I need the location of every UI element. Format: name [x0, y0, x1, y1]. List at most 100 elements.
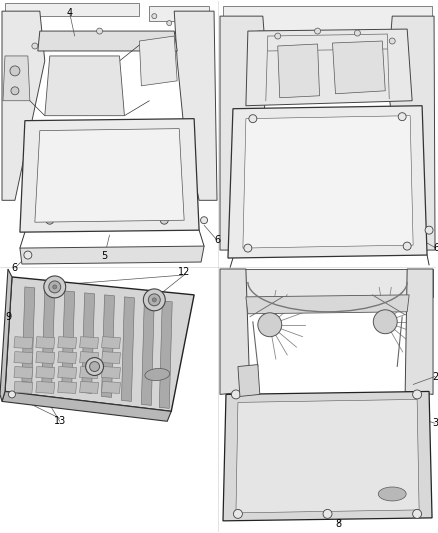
Polygon shape: [220, 269, 433, 297]
Circle shape: [314, 28, 321, 34]
Polygon shape: [223, 391, 432, 521]
Polygon shape: [36, 382, 55, 393]
Text: 6: 6: [12, 263, 18, 273]
Circle shape: [90, 361, 99, 372]
Text: 9: 9: [5, 312, 11, 322]
Polygon shape: [223, 6, 432, 31]
Text: 5: 5: [102, 251, 108, 261]
Circle shape: [275, 33, 281, 39]
Circle shape: [32, 43, 38, 49]
Polygon shape: [42, 289, 55, 385]
Polygon shape: [36, 352, 55, 364]
Polygon shape: [80, 337, 99, 349]
Polygon shape: [238, 365, 260, 397]
Polygon shape: [3, 56, 30, 101]
Circle shape: [201, 217, 208, 224]
Polygon shape: [332, 41, 385, 94]
Circle shape: [413, 510, 422, 519]
Polygon shape: [0, 269, 12, 401]
Polygon shape: [102, 382, 120, 393]
Circle shape: [425, 226, 433, 234]
Polygon shape: [139, 36, 177, 86]
Circle shape: [354, 30, 360, 36]
Polygon shape: [5, 277, 194, 411]
Text: 4: 4: [67, 8, 73, 18]
Polygon shape: [220, 269, 250, 394]
Circle shape: [148, 294, 160, 306]
Text: 1: 1: [278, 466, 284, 476]
Circle shape: [244, 244, 252, 252]
Circle shape: [11, 87, 19, 95]
Circle shape: [413, 390, 422, 399]
Circle shape: [44, 276, 66, 298]
Polygon shape: [20, 246, 204, 264]
Polygon shape: [38, 31, 177, 51]
Circle shape: [233, 510, 242, 519]
Polygon shape: [159, 301, 172, 408]
Circle shape: [152, 298, 156, 302]
Circle shape: [143, 289, 165, 311]
Polygon shape: [149, 6, 209, 21]
Polygon shape: [58, 352, 77, 364]
Polygon shape: [246, 295, 409, 314]
Polygon shape: [36, 337, 55, 349]
Circle shape: [249, 115, 257, 123]
Polygon shape: [246, 29, 412, 106]
Circle shape: [323, 510, 332, 519]
Circle shape: [46, 216, 54, 224]
Polygon shape: [45, 56, 124, 116]
Circle shape: [85, 358, 103, 376]
Text: 12: 12: [178, 267, 191, 277]
Polygon shape: [236, 399, 419, 513]
Polygon shape: [121, 297, 134, 401]
Text: 3: 3: [432, 418, 438, 429]
Polygon shape: [14, 337, 33, 349]
Circle shape: [53, 285, 57, 289]
Polygon shape: [228, 106, 427, 258]
Circle shape: [231, 390, 240, 399]
Polygon shape: [80, 352, 99, 364]
Circle shape: [51, 136, 59, 144]
Text: 6: 6: [214, 235, 220, 245]
Polygon shape: [2, 11, 45, 200]
Circle shape: [160, 216, 168, 224]
Circle shape: [167, 21, 172, 26]
Text: 8: 8: [336, 519, 342, 529]
Polygon shape: [58, 382, 77, 393]
Polygon shape: [36, 367, 55, 378]
Circle shape: [249, 381, 256, 388]
Circle shape: [10, 66, 20, 76]
Polygon shape: [58, 367, 77, 378]
Polygon shape: [20, 119, 199, 232]
Polygon shape: [35, 128, 184, 222]
Polygon shape: [278, 44, 320, 98]
Polygon shape: [2, 391, 171, 421]
Polygon shape: [80, 382, 99, 393]
Polygon shape: [220, 16, 268, 250]
Circle shape: [373, 310, 397, 334]
Circle shape: [403, 242, 411, 250]
Text: 4: 4: [244, 369, 250, 379]
Polygon shape: [405, 269, 433, 394]
Circle shape: [152, 14, 157, 19]
Polygon shape: [5, 3, 139, 16]
Polygon shape: [102, 337, 120, 349]
Circle shape: [24, 251, 32, 259]
Polygon shape: [14, 352, 33, 364]
Polygon shape: [62, 291, 74, 390]
Polygon shape: [174, 11, 217, 200]
Polygon shape: [14, 382, 33, 393]
Circle shape: [49, 281, 61, 293]
Circle shape: [398, 112, 406, 120]
Polygon shape: [141, 299, 154, 406]
Ellipse shape: [378, 487, 406, 501]
Polygon shape: [22, 287, 35, 383]
Polygon shape: [243, 116, 413, 248]
Polygon shape: [102, 352, 120, 364]
Polygon shape: [387, 16, 435, 250]
Polygon shape: [102, 295, 114, 398]
Text: 13: 13: [53, 416, 66, 426]
Polygon shape: [258, 31, 395, 56]
Polygon shape: [80, 367, 99, 378]
Ellipse shape: [145, 368, 170, 381]
